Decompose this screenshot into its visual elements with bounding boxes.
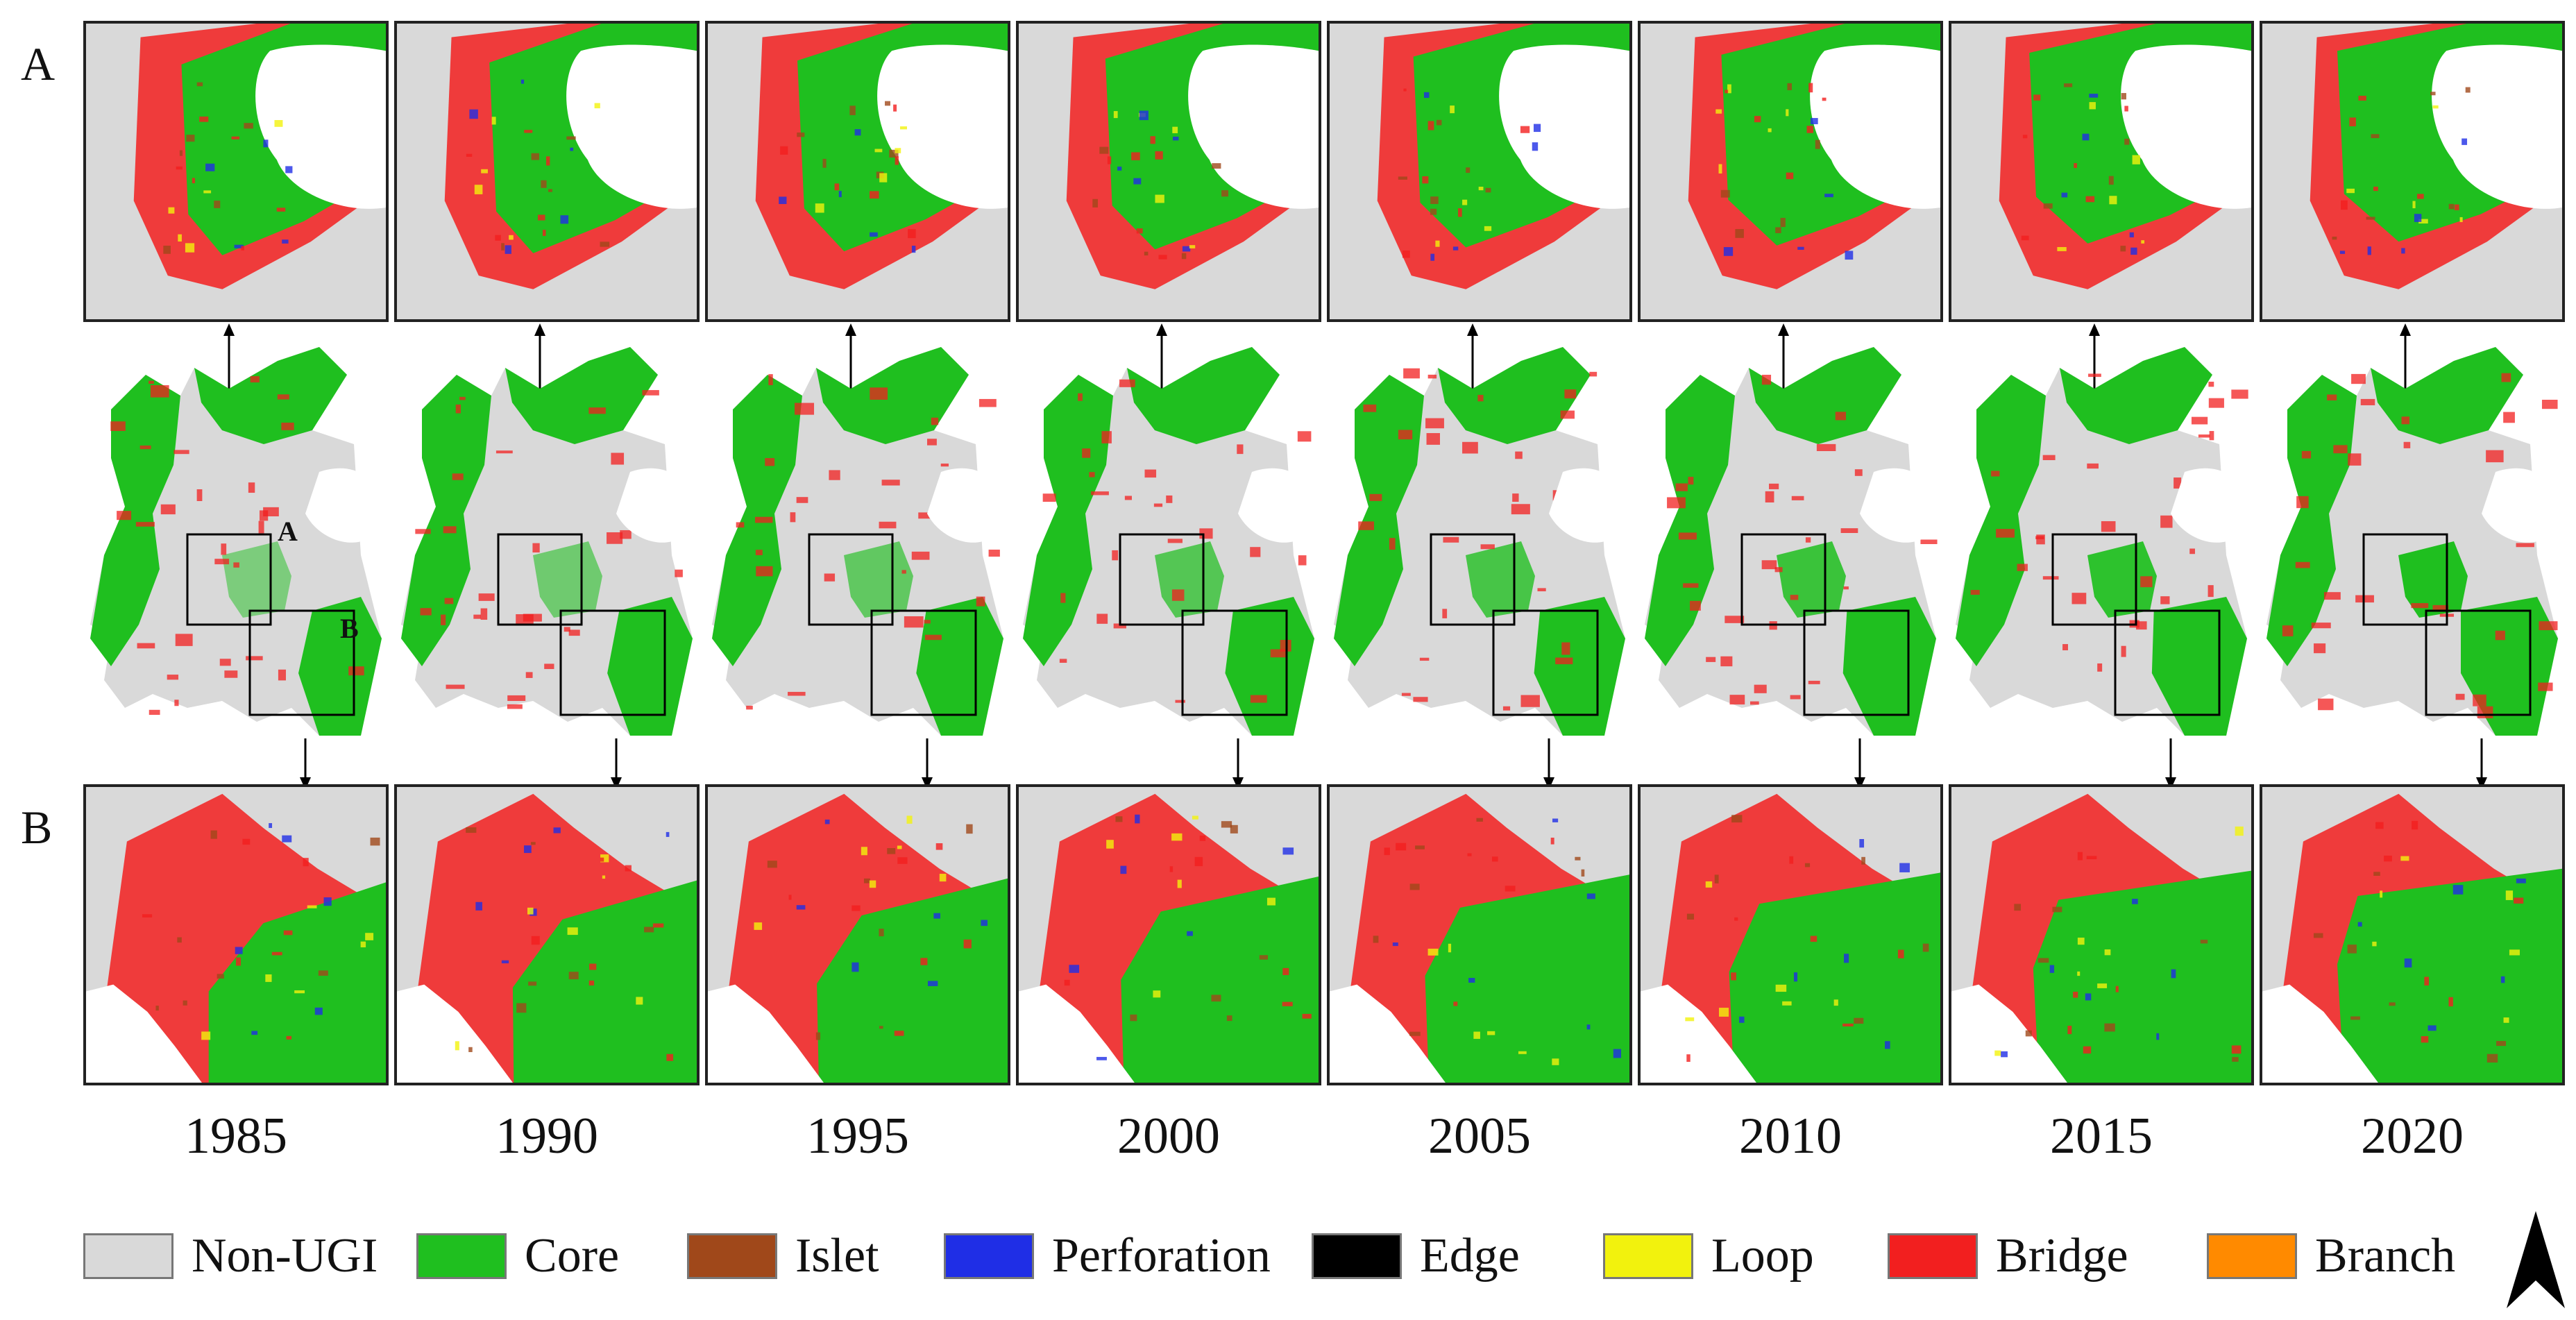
legend-item-branch: Branch <box>2207 1221 2455 1291</box>
legend-swatch <box>944 1233 1034 1279</box>
zoom-panel-b-2020 <box>2260 784 2565 1085</box>
legend-swatch <box>1312 1233 1402 1279</box>
year-label-1985: 1985 <box>185 1108 287 1165</box>
overview-map-1995 <box>705 347 1010 750</box>
box-label-b: B <box>340 613 359 644</box>
row-label-b: B <box>21 801 53 854</box>
overview-map-1990 <box>394 347 700 750</box>
zoom-panel-a-2000 <box>1016 21 1321 322</box>
legend-item-edge: Edge <box>1312 1221 1520 1291</box>
zoom-panel-a-1985 <box>83 21 389 322</box>
legend-label: Bridge <box>1996 1229 2128 1283</box>
zoom-panel-a-2015 <box>1949 21 2254 322</box>
legend-item-bridge: Bridge <box>1888 1221 2128 1291</box>
overview-map-2005 <box>1327 347 1632 750</box>
legend-item-islet: Islet <box>687 1221 879 1291</box>
overview-map-2000 <box>1016 347 1321 750</box>
year-label-2000: 2000 <box>1117 1108 1220 1165</box>
legend-swatch <box>687 1233 777 1279</box>
legend-item-non-ugi: Non-UGI <box>83 1221 378 1291</box>
zoom-panel-a-2005 <box>1327 21 1632 322</box>
legend-label: Edge <box>1420 1229 1520 1283</box>
year-label-1990: 1990 <box>495 1108 598 1165</box>
legend-swatch <box>416 1233 507 1279</box>
overview-map-2010 <box>1638 347 1943 750</box>
overview-map-1985 <box>83 347 389 750</box>
zoom-panel-a-2010 <box>1638 21 1943 322</box>
zoom-panel-b-2015 <box>1949 784 2254 1085</box>
zoom-panel-b-2010 <box>1638 784 1943 1085</box>
zoom-panel-b-1990 <box>394 784 700 1085</box>
overview-map-2015 <box>1949 347 2254 750</box>
zoom-panel-b-2005 <box>1327 784 1632 1085</box>
legend-label: Branch <box>2315 1229 2456 1283</box>
zoom-panel-a-2020 <box>2260 21 2565 322</box>
north-arrow-icon <box>2507 1211 2565 1308</box>
legend-label: Loop <box>1711 1229 1814 1283</box>
legend-item-core: Core <box>416 1221 619 1291</box>
legend-label: Perforation <box>1052 1229 1271 1283</box>
box-label-a: A <box>278 516 298 547</box>
legend-swatch <box>1603 1233 1693 1279</box>
legend-item-perforation: Perforation <box>944 1221 1271 1291</box>
zoom-panel-b-2000 <box>1016 784 1321 1085</box>
year-label-2005: 2005 <box>1428 1108 1531 1165</box>
legend-label: Non-UGI <box>192 1229 378 1283</box>
zoom-panel-a-1990 <box>394 21 700 322</box>
zoom-panel-a-1995 <box>705 21 1010 322</box>
row-label-a: A <box>21 37 56 90</box>
legend-item-loop: Loop <box>1603 1221 1814 1291</box>
overview-map-2020 <box>2260 347 2565 750</box>
year-label-1995: 1995 <box>806 1108 909 1165</box>
legend-swatch <box>2207 1233 2297 1279</box>
zoom-panel-b-1985 <box>83 784 389 1085</box>
legend-label: Islet <box>795 1229 879 1283</box>
legend-label: Core <box>525 1229 620 1283</box>
zoom-panel-b-1995 <box>705 784 1010 1085</box>
year-label-2015: 2015 <box>2050 1108 2153 1165</box>
year-label-2010: 2010 <box>1739 1108 1842 1165</box>
legend: Non-UGI Core Islet Perforation Edge Loop Bridg… <box>83 1221 2554 1305</box>
year-label-2020: 2020 <box>2361 1108 2464 1165</box>
legend-swatch <box>1888 1233 1978 1279</box>
legend-swatch <box>83 1233 173 1279</box>
